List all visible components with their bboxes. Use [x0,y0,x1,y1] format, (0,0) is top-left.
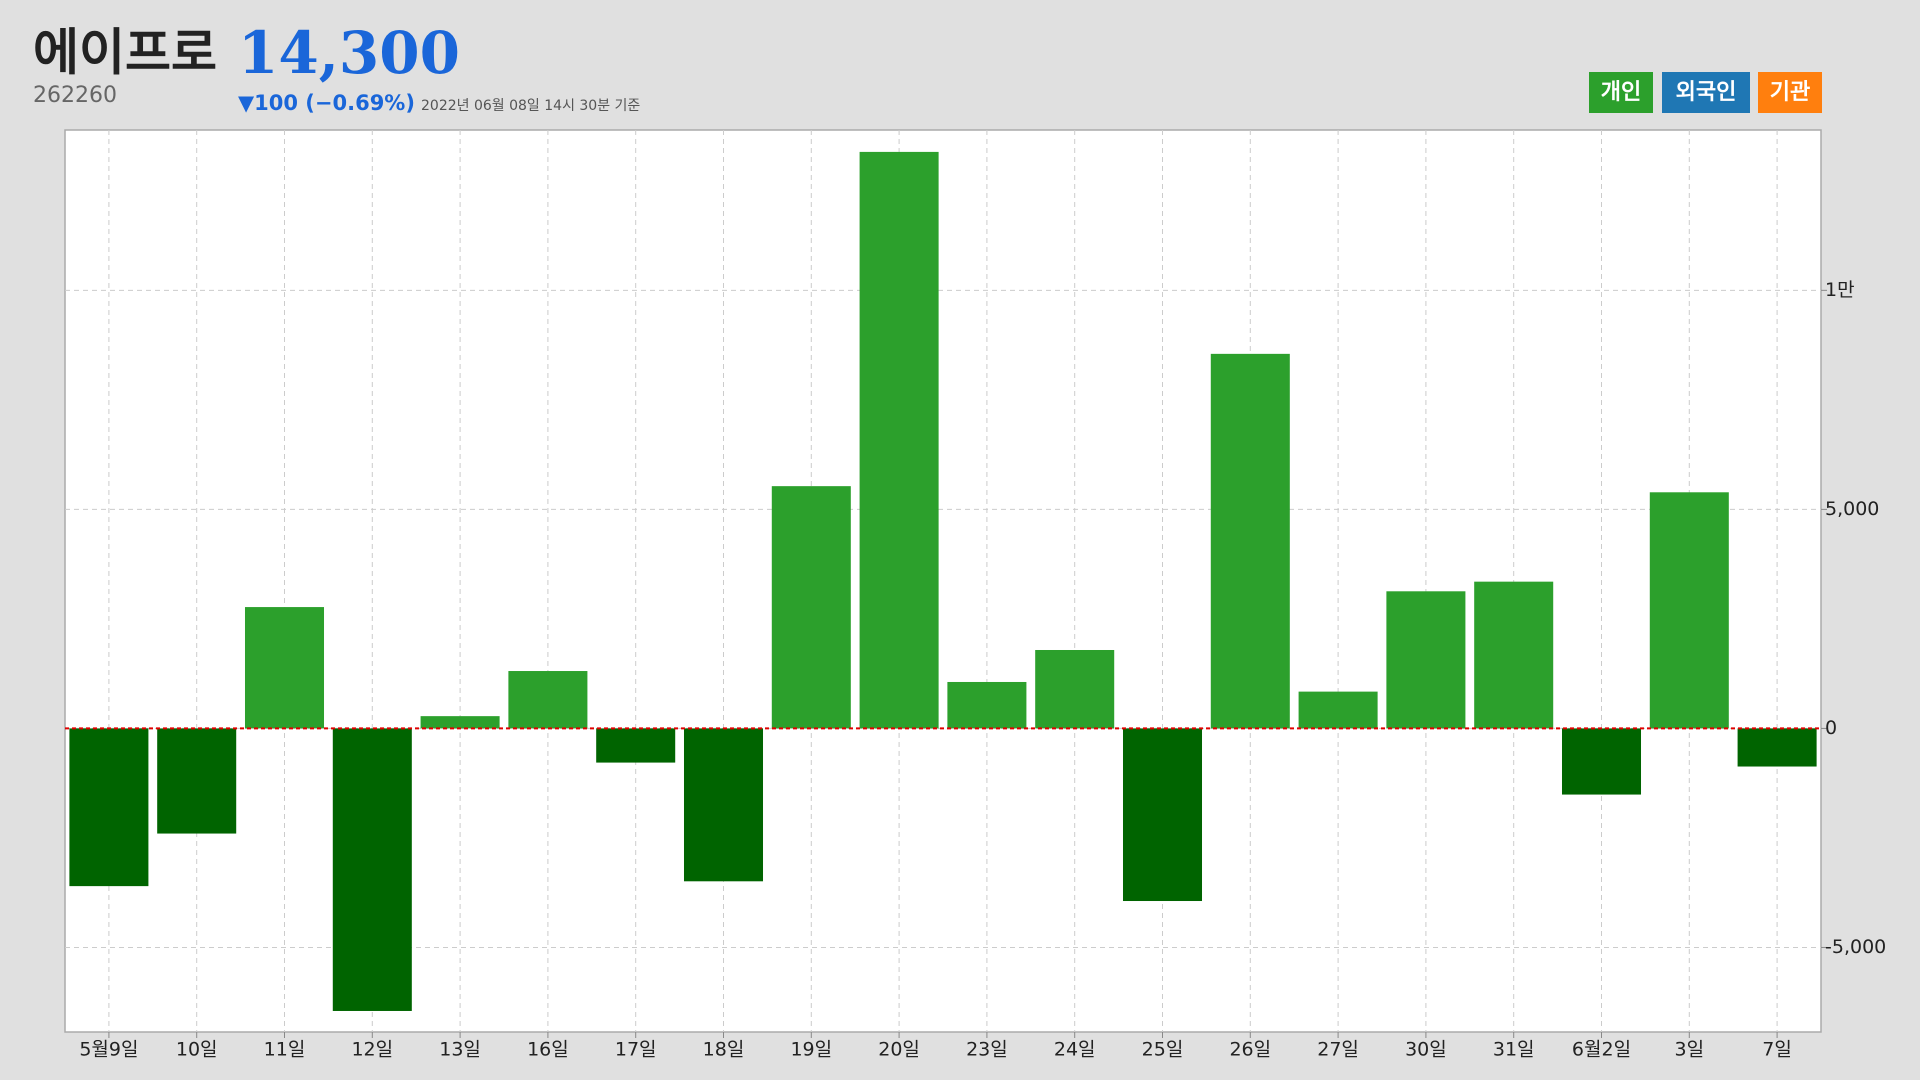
bar [1386,591,1466,729]
bar [1298,691,1378,729]
y-tick-label: -5,000 [1825,936,1886,958]
toggle-button[interactable] [1662,72,1750,113]
x-tick-label: 17일 [615,1039,657,1061]
x-tick-label: 19일 [790,1039,832,1061]
bar [1737,728,1817,767]
bar [1561,728,1642,795]
x-tick-label: 20일 [878,1039,920,1061]
toggle-button[interactable] [1758,72,1822,113]
bar [1474,581,1554,729]
toggle-label[interactable]: 외국인 [1676,80,1737,105]
toggle-button[interactable] [1589,72,1653,113]
bar [1122,728,1203,902]
x-tick-label: 23일 [966,1039,1008,1061]
x-tick-label: 30일 [1405,1039,1447,1061]
x-tick-label: 5월9일 [79,1039,138,1061]
x-tick-label: 26일 [1229,1039,1271,1061]
bar [244,607,325,729]
stock-name: 에이프로 [33,24,217,82]
x-tick-label: 7일 [1762,1039,1792,1061]
bar [947,681,1027,729]
stock-price: 14,300 [238,19,460,87]
x-tick-label: 27일 [1317,1039,1359,1061]
bar [771,486,851,729]
toggle-label[interactable]: 기관 [1770,80,1810,105]
x-tick-label: 12일 [351,1039,393,1061]
plot-area [64,129,1822,1033]
x-tick-label: 6월2일 [1572,1039,1631,1061]
y-tick-label: 5,000 [1825,498,1879,520]
y-tick-label: 1만 [1825,279,1855,301]
bar [420,716,500,729]
bar [332,728,412,1011]
stock-code: 262260 [33,83,117,108]
bar [859,151,939,729]
x-tick-label: 25일 [1142,1039,1184,1061]
timestamp: 2022년 06월 08일 14시 30분 기준 [421,98,640,114]
price-change: ▼100 (−0.69%) [238,91,415,115]
bar [683,728,764,882]
x-tick-label: 10일 [176,1039,218,1061]
toggle-label[interactable]: 개인 [1601,80,1641,105]
bar [596,728,676,763]
bar [1649,492,1729,729]
x-tick-label: 24일 [1054,1039,1096,1061]
x-tick-label: 31일 [1493,1039,1535,1061]
bar [69,728,149,887]
x-tick-label: 3일 [1675,1039,1705,1061]
bar [508,671,588,729]
bar [157,728,237,834]
x-tick-label: 16일 [527,1039,569,1061]
bar [1035,649,1115,729]
x-tick-label: 18일 [703,1039,745,1061]
x-tick-label: 11일 [264,1039,306,1061]
x-tick-label: 13일 [439,1039,481,1061]
y-tick-label: 0 [1825,717,1837,739]
bar [1210,353,1290,729]
